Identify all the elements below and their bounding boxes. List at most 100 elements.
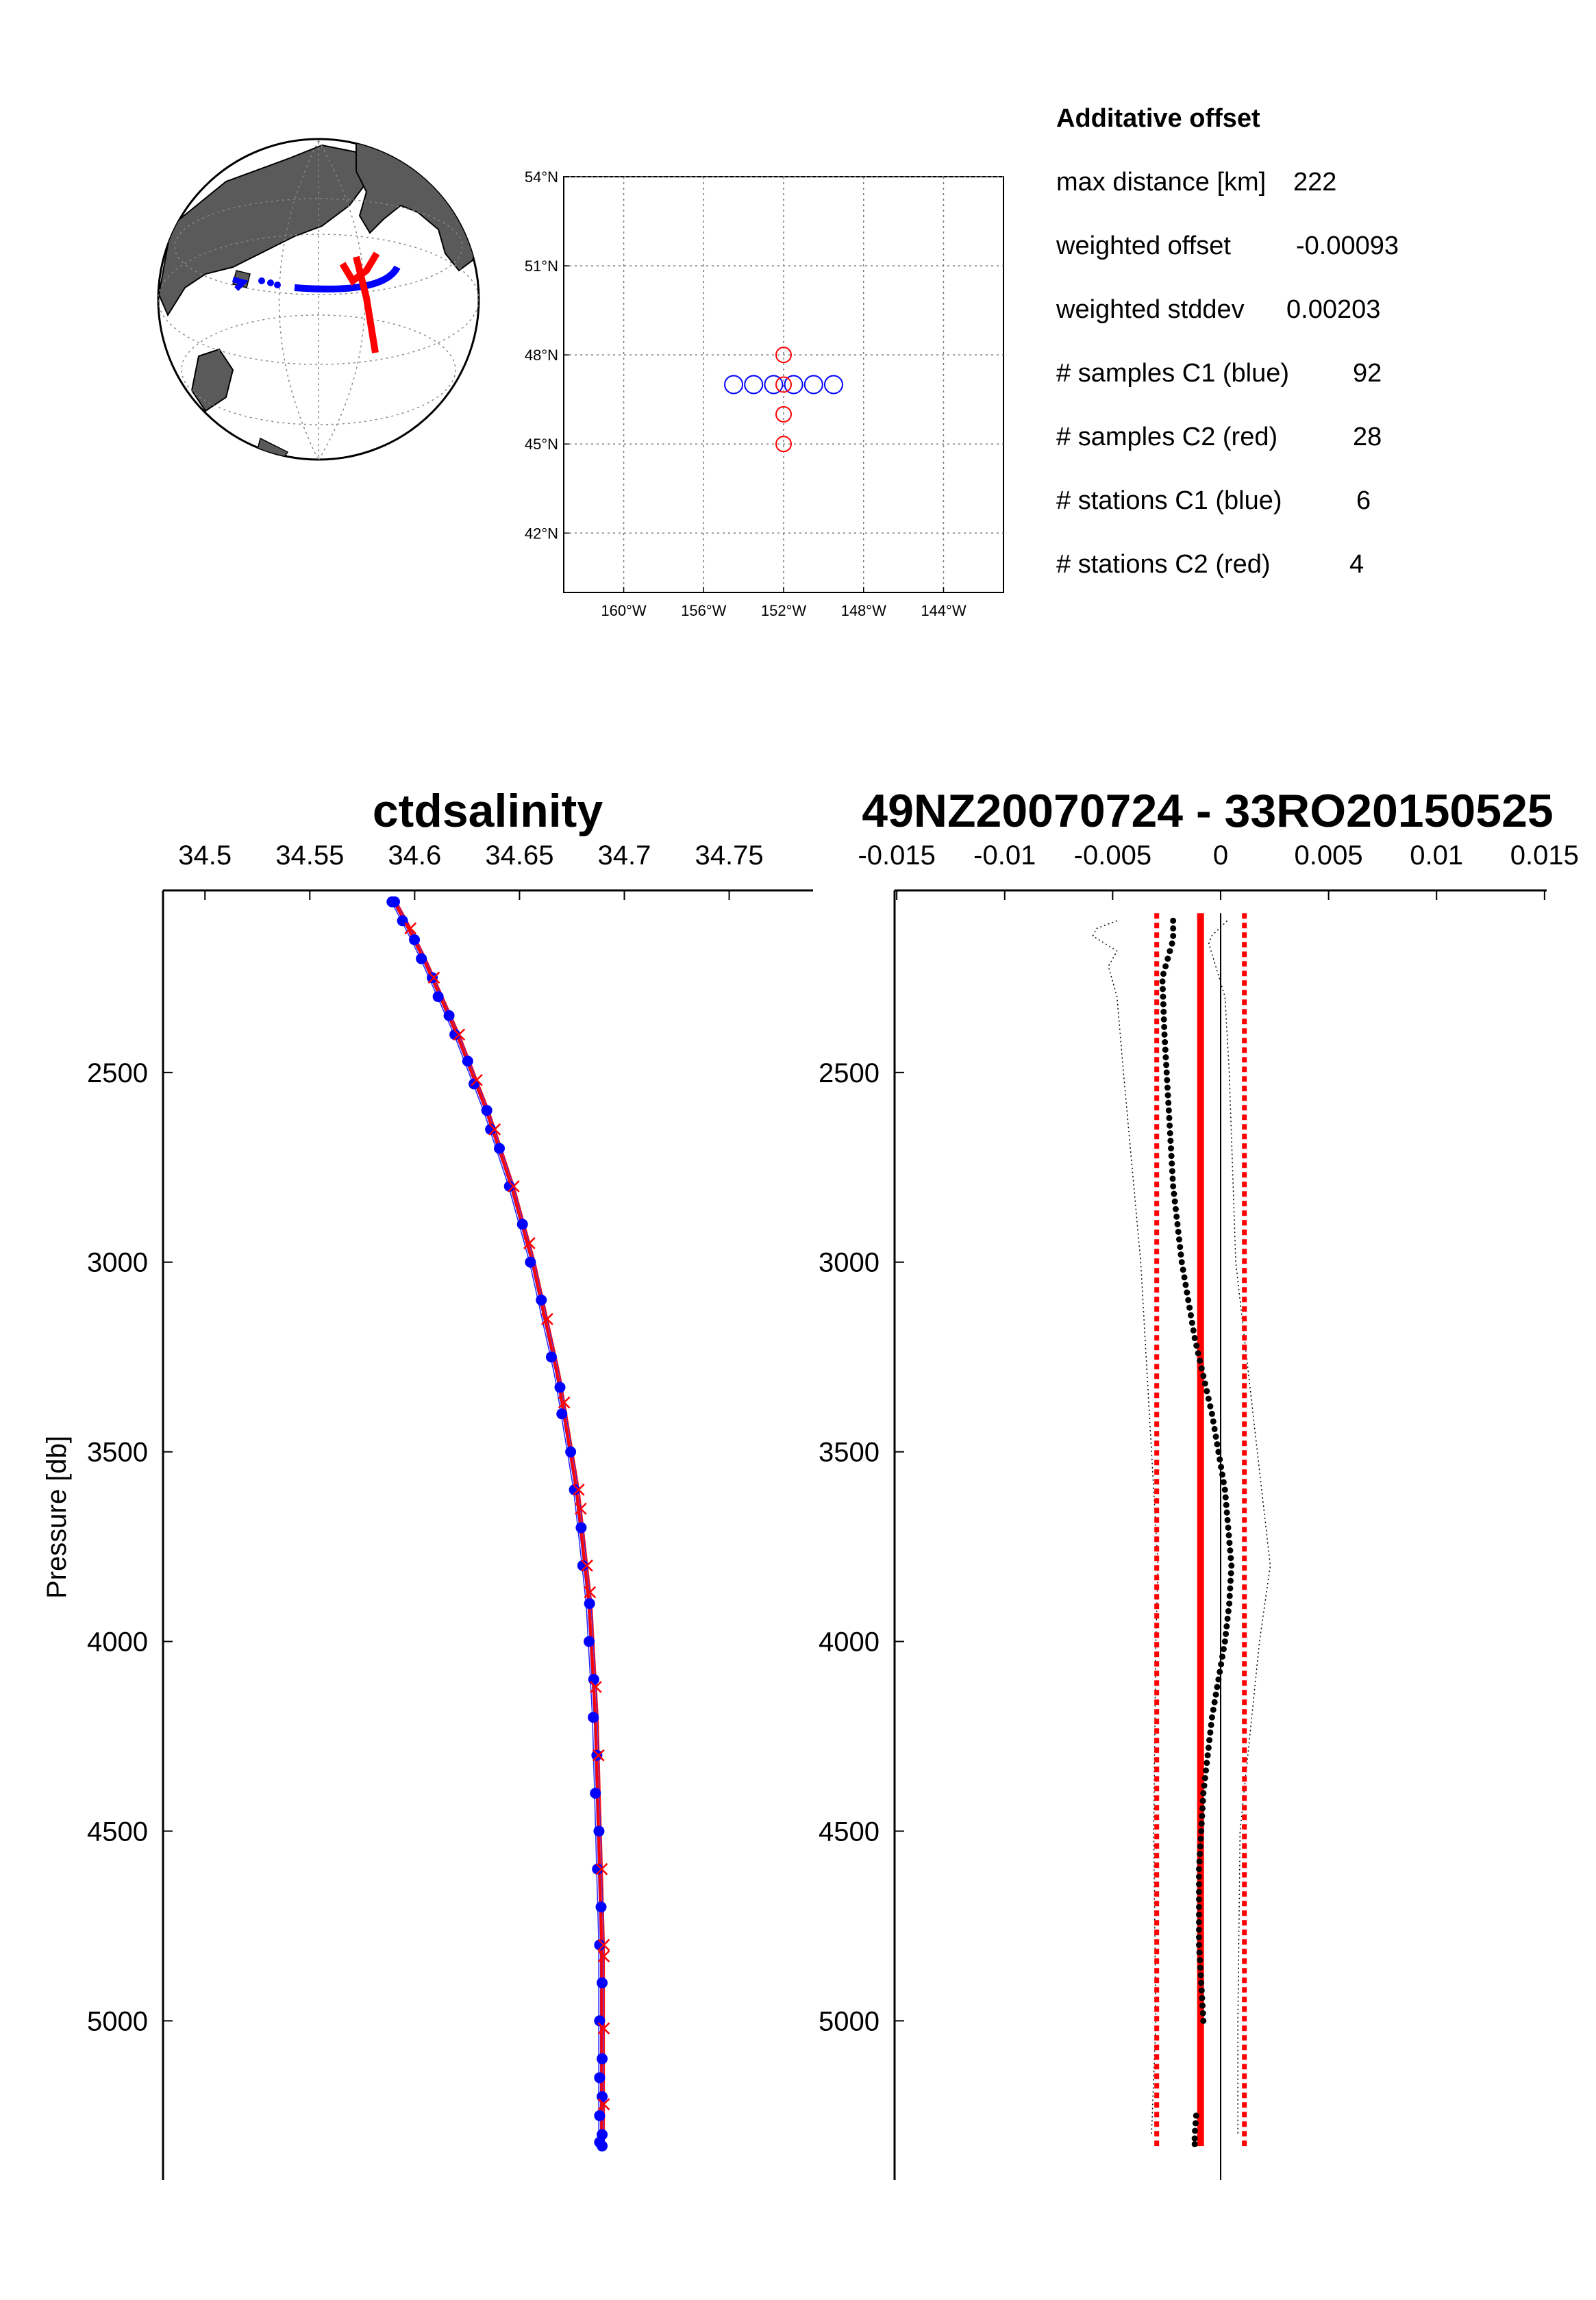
salinity-x-tick-label: 34.5 — [178, 840, 232, 871]
difference-point — [1222, 1494, 1229, 1501]
difference-point — [1170, 917, 1177, 924]
difference-point — [1193, 2112, 1199, 2119]
difference-point — [1196, 1858, 1203, 1865]
salinity-y-tick-label: 4500 — [87, 1816, 148, 1847]
difference-point — [1161, 1031, 1168, 1038]
map-x-tick-label: 144°W — [921, 602, 967, 619]
difference-point — [1181, 1274, 1188, 1281]
difference-point — [1167, 1145, 1174, 1152]
difference-point — [1169, 1168, 1175, 1175]
map-grid — [564, 176, 1003, 592]
difference-point — [1160, 1008, 1167, 1015]
difference-point — [1207, 1403, 1214, 1410]
difference-point — [1203, 1767, 1210, 1774]
salinity-c1-sample — [565, 1446, 577, 1458]
salinity-c1-samples — [386, 896, 608, 2152]
salinity-c1-sample — [449, 1029, 461, 1040]
difference-point — [1167, 1138, 1174, 1145]
difference-point — [1215, 1449, 1222, 1455]
salinity-y-ticks: 2500 3000 3500 4000 4500 5000 — [87, 1058, 173, 2036]
difference-point — [1217, 1668, 1223, 1675]
difference-point — [1160, 986, 1167, 992]
difference-point — [1221, 1638, 1228, 1645]
difference-point — [1180, 1266, 1186, 1273]
difference-point — [1199, 2010, 1206, 2016]
difference-point — [1225, 1608, 1232, 1614]
salinity-c2-profile — [395, 901, 603, 2147]
difference-point — [1206, 1737, 1213, 1744]
info-lines: max distance [km] 222 weighted offset -0.00… — [1056, 168, 1399, 579]
map-frame — [563, 176, 1004, 593]
difference-envelope-right — [1208, 920, 1271, 2135]
difference-point — [1212, 1434, 1219, 1440]
salinity-c1-sample — [597, 2053, 608, 2064]
difference-point — [1208, 1410, 1215, 1417]
salinity-c2-sample — [574, 1502, 587, 1515]
difference-title: 49NZ20070724 - 33RO20150525 — [862, 785, 1553, 837]
difference-point — [1208, 1721, 1214, 1728]
info-value: 92 — [1353, 359, 1382, 388]
salinity-c1-sample — [569, 1484, 580, 1496]
difference-point — [1207, 1729, 1214, 1736]
difference-point — [1211, 1699, 1218, 1705]
difference-x-tick-label: 0.01 — [1410, 840, 1463, 871]
map-stations — [724, 347, 843, 453]
difference-point — [1197, 1358, 1204, 1364]
salinity-y-tick-label: 3500 — [87, 1438, 148, 1468]
salinity-c1-sample — [593, 1825, 605, 1837]
difference-point — [1173, 1213, 1180, 1220]
difference-point — [1175, 1228, 1182, 1235]
salinity-c2-sample — [589, 1681, 602, 1693]
difference-point — [1193, 1342, 1200, 1349]
difference-point — [1223, 1501, 1230, 1508]
difference-point — [1191, 2135, 1198, 2142]
salinity-c1-sample — [525, 1256, 536, 1268]
salinity-c1-sample — [409, 934, 421, 945]
map-station-c1 — [724, 375, 744, 395]
difference-point — [1225, 1524, 1232, 1531]
difference-point — [1170, 1183, 1177, 1190]
difference-point — [1166, 1114, 1173, 1121]
difference-point — [1197, 1957, 1204, 1964]
difference-point — [1195, 1926, 1202, 1933]
salinity-c1-sample — [443, 1010, 455, 1021]
map-station-c2 — [775, 436, 792, 453]
info-title: Additative offset — [1056, 104, 1260, 133]
difference-point — [1164, 1084, 1171, 1091]
difference-point — [1199, 2002, 1206, 2009]
difference-point — [1196, 1949, 1203, 1956]
difference-point — [1172, 1205, 1179, 1212]
difference-point — [1197, 1851, 1204, 1858]
difference-plot: 49NZ20070724 - 33RO20150525 -0.015 -0.01-… — [819, 785, 1579, 2180]
salinity-profile-lines — [390, 901, 606, 2147]
difference-point — [1195, 1888, 1202, 1895]
salinity-c2-sample — [597, 1938, 610, 1951]
difference-point — [1192, 2127, 1199, 2134]
salinity-c1-sample — [594, 2015, 606, 2027]
difference-point — [1174, 1221, 1181, 1227]
difference-lines — [1092, 913, 1271, 2180]
difference-point — [1201, 1775, 1208, 1782]
info-value: 4 — [1349, 550, 1364, 579]
info-value: -0.00093 — [1296, 232, 1399, 260]
difference-point — [1198, 1987, 1205, 1994]
difference-point — [1200, 1373, 1207, 1379]
difference-point — [1199, 1995, 1206, 2001]
difference-point — [1164, 1092, 1171, 1099]
map-y-tick-label: 48°N — [525, 347, 558, 364]
difference-point — [1165, 1099, 1172, 1106]
difference-y-tick-label: 2500 — [819, 1058, 880, 1088]
salinity-c1-sample — [556, 1408, 568, 1420]
salinity-c2-sample — [507, 1180, 520, 1192]
salinity-c1-sample — [554, 1382, 566, 1393]
info-label: # samples C2 (red) — [1056, 423, 1277, 451]
difference-x-tick-label: 0 — [1213, 840, 1228, 871]
difference-point — [1162, 1039, 1169, 1046]
info-label: max distance [km] — [1056, 168, 1266, 197]
salinity-y-tick-label: 5000 — [87, 2006, 148, 2036]
difference-x-ticks: -0.015 -0.01 -0.005 0 0.005 0.01 0.015 — [858, 840, 1579, 900]
difference-point — [1195, 1866, 1202, 1873]
difference-point — [1195, 1934, 1202, 1941]
difference-point — [1221, 1486, 1228, 1493]
difference-point — [1195, 1942, 1202, 1949]
